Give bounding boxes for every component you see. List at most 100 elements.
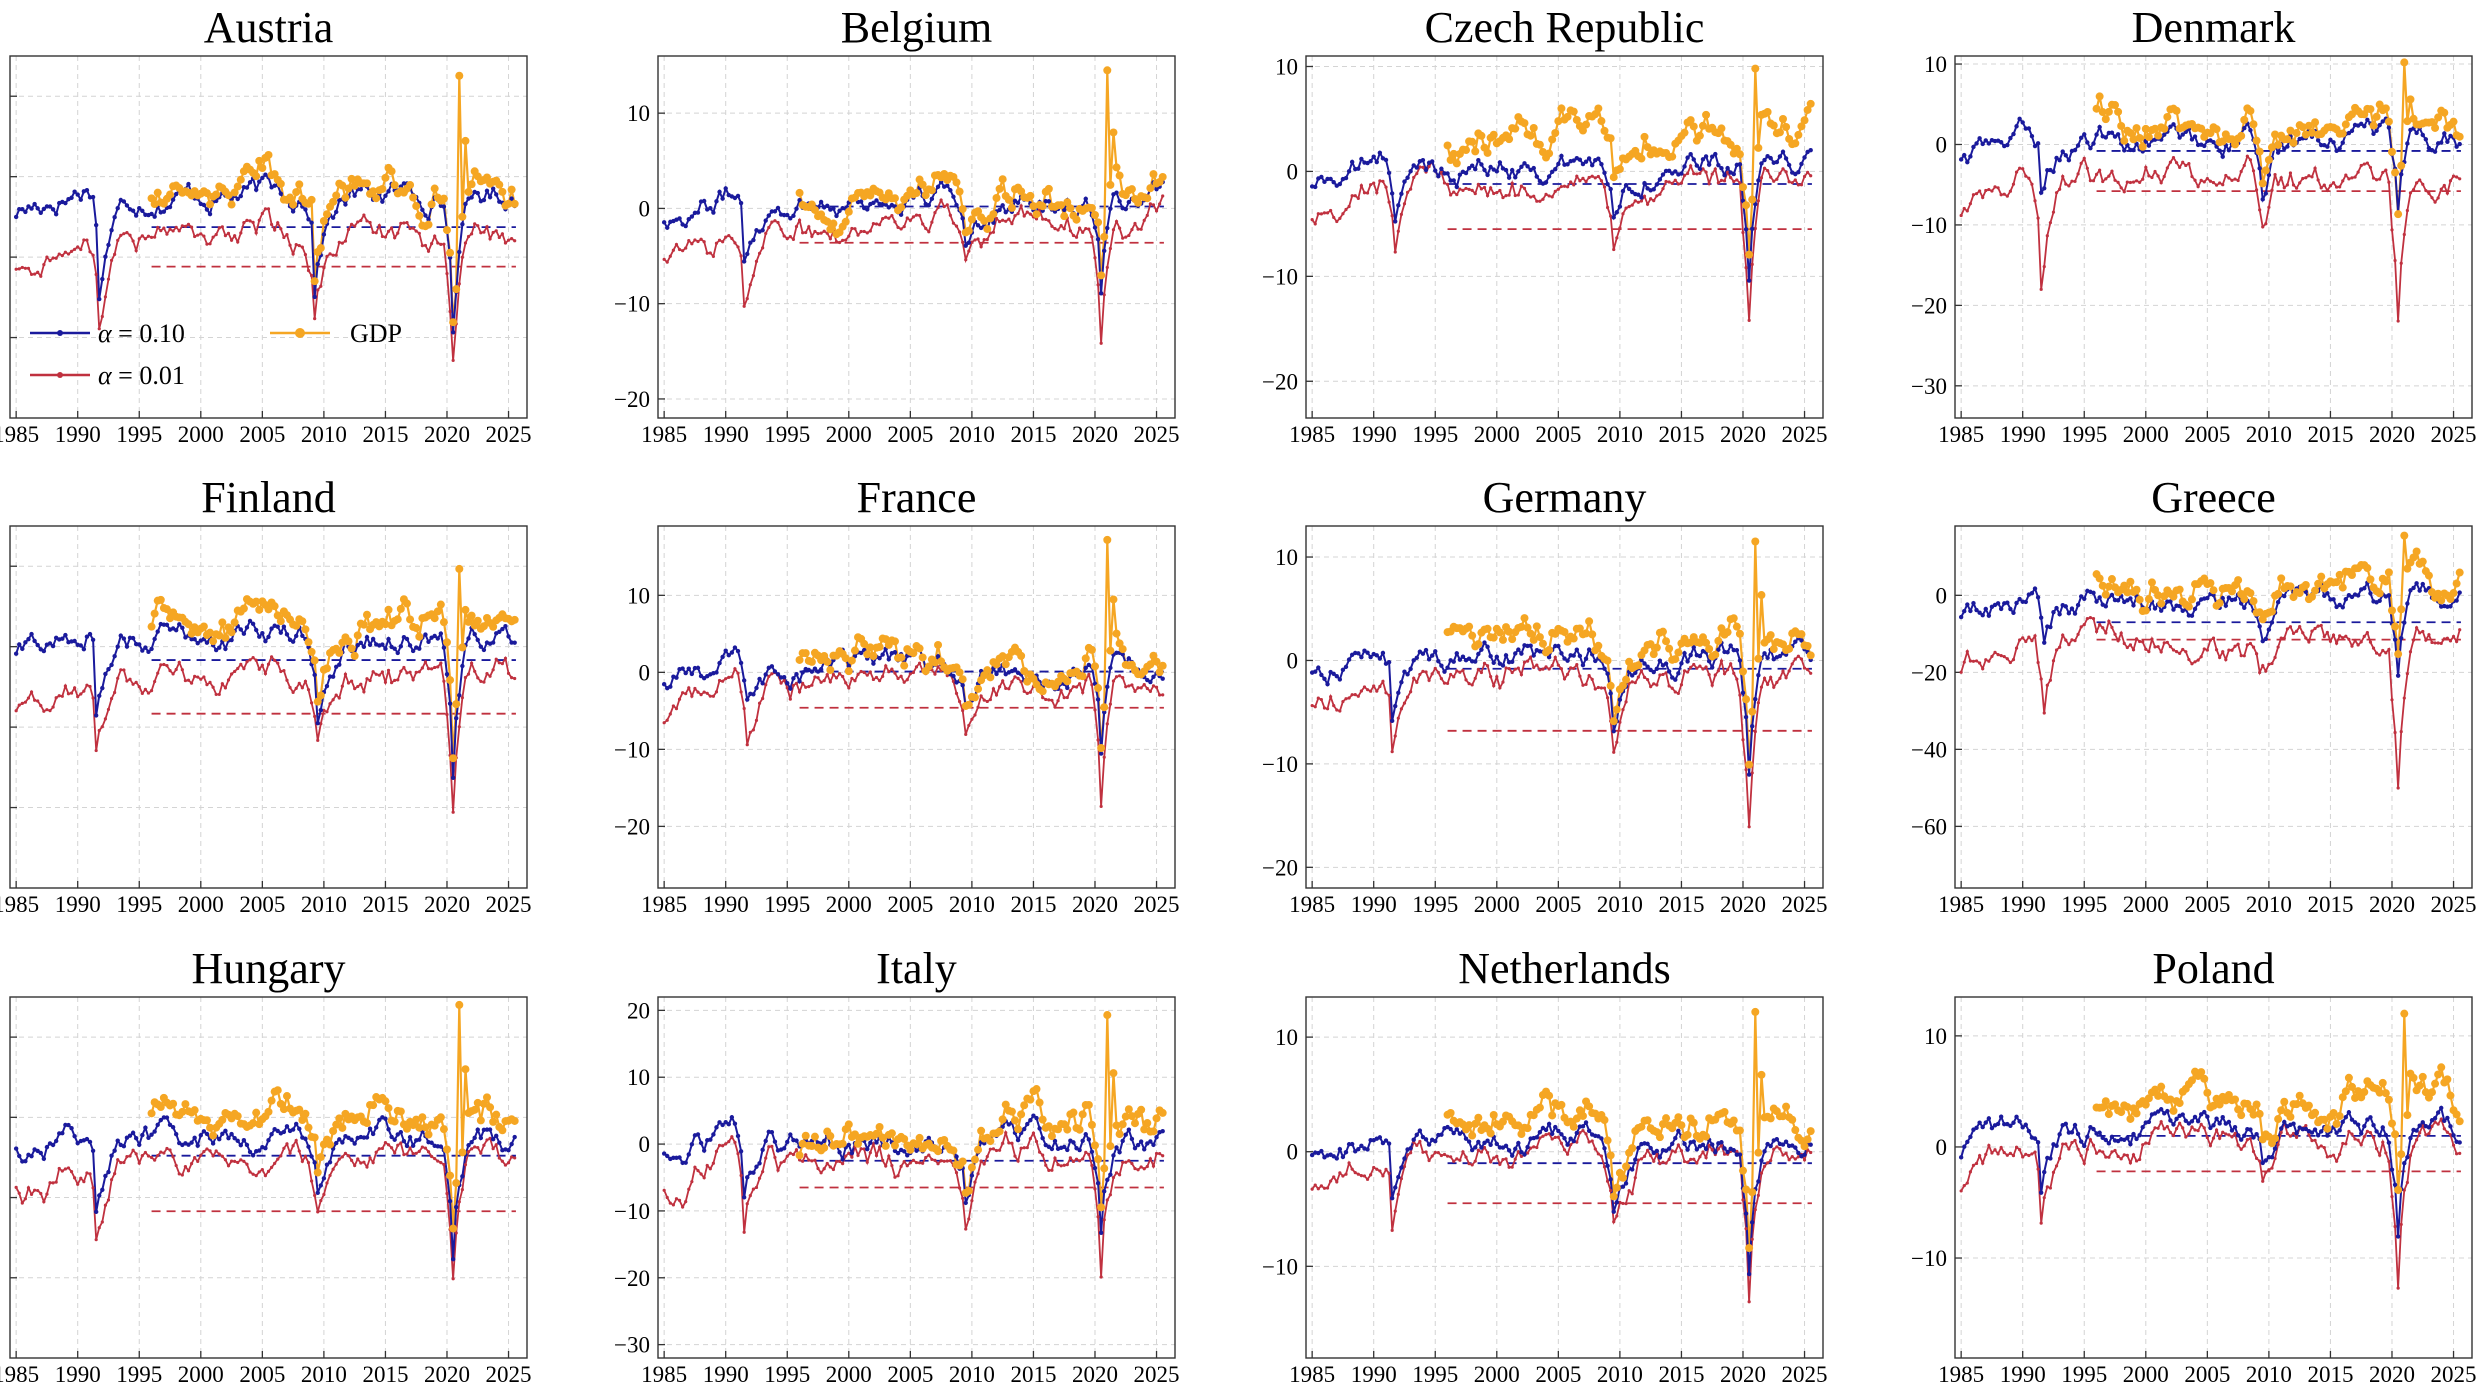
point-a01: [674, 707, 679, 711]
point-gdp: [1100, 703, 1109, 712]
point-a01: [276, 661, 280, 665]
point-a10: [281, 624, 287, 629]
point-gdp: [313, 697, 322, 706]
point-a10: [2005, 600, 2010, 605]
point-a10: [1445, 665, 1450, 670]
x-tick-label: 2005: [887, 1362, 933, 1387]
point-a01: [1053, 227, 1057, 231]
point-a01: [328, 1173, 332, 1178]
point-a10: [1359, 654, 1364, 660]
point-a01: [757, 251, 762, 255]
point-a01: [294, 242, 298, 247]
point-a01: [513, 239, 517, 243]
point-a01: [236, 1160, 240, 1165]
point-gdp: [2095, 574, 2104, 583]
point-a10: [1331, 671, 1336, 677]
point-a10: [1602, 170, 1607, 176]
point-gdp: [184, 620, 193, 629]
point-a01: [2418, 178, 2422, 182]
point-gdp: [393, 615, 402, 624]
point-a01: [1010, 221, 1014, 226]
y-tick-label: 10: [627, 583, 650, 608]
point-a01: [346, 227, 351, 232]
point-gdp: [1751, 537, 1760, 546]
point-a01: [2181, 160, 2185, 164]
point-a01: [2451, 634, 2456, 639]
point-a01: [2008, 189, 2012, 193]
point-a01: [1102, 293, 1106, 297]
point-gdp: [1038, 1115, 1047, 1124]
point-a01: [921, 222, 925, 226]
point-a10: [235, 1138, 240, 1144]
point-a01: [1409, 187, 1413, 191]
point-gdp: [2114, 107, 2123, 116]
point-a01: [510, 237, 514, 241]
point-a10: [1043, 199, 1048, 204]
point-a10: [367, 1126, 373, 1131]
point-gdp: [409, 193, 418, 202]
point-a10: [404, 636, 410, 642]
point-a01: [1492, 684, 1496, 688]
point-a01: [1022, 689, 1026, 694]
point-a10: [1451, 178, 1456, 183]
point-a10: [1620, 188, 1626, 194]
point-a10: [708, 1137, 713, 1142]
point-a10: [2414, 581, 2419, 586]
point-a10: [457, 693, 462, 698]
point-a10: [1565, 658, 1570, 663]
point-a10: [935, 654, 941, 659]
point-a01: [134, 680, 138, 684]
point-gdp: [1662, 637, 1671, 646]
point-gdp: [202, 189, 211, 198]
point-a01: [2227, 176, 2231, 180]
point-a01: [2150, 637, 2154, 641]
point-a10: [2029, 590, 2035, 596]
point-a10: [797, 679, 802, 684]
point-a01: [1399, 707, 1403, 711]
point-a01: [257, 667, 261, 671]
point-a10: [1442, 171, 1447, 176]
point-a01: [1114, 219, 1119, 224]
point-a01: [1145, 1164, 1149, 1169]
point-a10: [121, 1144, 127, 1149]
point-a01: [1735, 178, 1739, 182]
point-a10: [69, 195, 74, 200]
y-tick-label: 0: [1936, 583, 1948, 608]
point-gdp: [964, 226, 973, 235]
point-gdp: [2369, 121, 2378, 130]
point-a01: [374, 231, 378, 235]
point-a01: [1350, 693, 1354, 697]
point-a10: [2346, 130, 2352, 136]
point-a10: [1605, 181, 1610, 187]
point-a10: [312, 1160, 317, 1165]
point-a10: [757, 1161, 762, 1166]
point-a01: [131, 239, 135, 243]
point-gdp: [1594, 641, 1603, 650]
point-a01: [2156, 174, 2160, 178]
point-a01: [1522, 660, 1527, 664]
point-a01: [884, 664, 888, 668]
point-gdp: [2255, 147, 2264, 156]
point-a01: [1310, 703, 1314, 708]
point-a10: [370, 636, 376, 642]
point-a10: [2032, 586, 2038, 591]
point-a01: [1402, 202, 1407, 206]
point-a10: [760, 1147, 765, 1153]
point-a10: [726, 652, 731, 658]
point-a10: [247, 618, 253, 624]
point-gdp: [1505, 627, 1514, 636]
point-a01: [331, 253, 335, 257]
point-a10: [235, 196, 240, 202]
point-a10: [1697, 653, 1703, 659]
point-a01: [973, 238, 977, 242]
point-a10: [2399, 635, 2404, 641]
point-a01: [2251, 645, 2256, 649]
point-gdp: [1532, 622, 1541, 631]
point-a01: [1449, 193, 1453, 197]
point-a01: [1154, 685, 1159, 689]
point-a01: [853, 227, 857, 231]
point-gdp: [439, 194, 448, 203]
point-a01: [1090, 683, 1094, 687]
point-a10: [1488, 164, 1493, 170]
point-a01: [1362, 685, 1367, 689]
